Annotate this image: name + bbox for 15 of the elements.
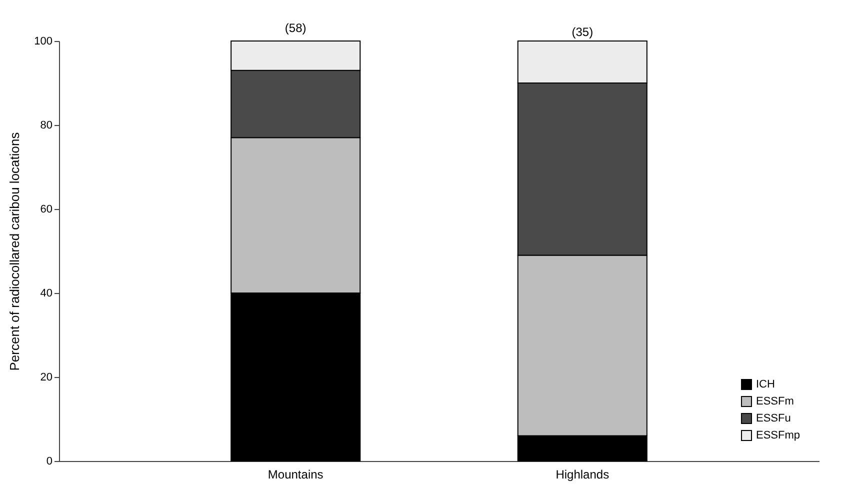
y-tick-label: 0 [46, 456, 52, 468]
y-tick-label: 100 [34, 36, 52, 48]
legend-label: ICH [756, 378, 775, 390]
legend-label: ESSFu [756, 412, 791, 424]
x-tick-label: Highlands [556, 468, 610, 482]
y-tick-label: 40 [40, 288, 52, 300]
y-axis-title: Percent of radiocollared caribou locations [7, 132, 22, 371]
x-tick-label: Mountains [268, 468, 324, 482]
y-tick-label: 60 [40, 204, 52, 216]
y-tick-label: 20 [40, 372, 52, 384]
y-tick-label: 80 [40, 120, 52, 132]
annotation: (35) [572, 25, 594, 40]
legend-label: ESSFm [756, 396, 794, 408]
legend-label: ESSFmp [756, 430, 800, 442]
annotation: (58) [284, 21, 306, 35]
